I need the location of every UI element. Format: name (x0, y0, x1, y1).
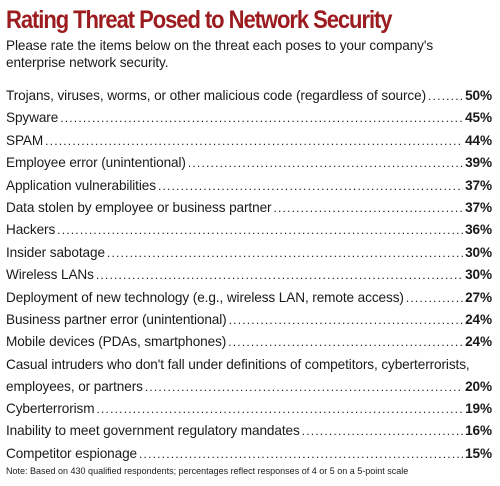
dot-leader: ........................................… (273, 200, 463, 215)
dot-leader: ........................................… (144, 379, 463, 394)
threat-row: Employee error (unintentional)..........… (6, 152, 492, 174)
threat-label: Hackers (6, 222, 56, 238)
threat-row: Casual intruders who don't fall under de… (6, 354, 492, 398)
threat-percentage: 45% (465, 110, 492, 126)
threat-row: Deployment of new technology (e.g., wire… (6, 287, 492, 309)
dot-leader: ........................................… (187, 156, 463, 171)
threat-row: Wireless LANs...........................… (6, 264, 492, 286)
threat-label: Inability to meet government regulatory … (6, 423, 300, 439)
threat-percentage: 16% (465, 423, 492, 439)
dot-leader: ........................................… (60, 111, 463, 126)
threat-row: Application vulnerabilities.............… (6, 175, 492, 197)
threat-label: employees, or partners (6, 378, 143, 394)
dot-leader: ........................................… (139, 446, 463, 461)
page-title: Rating Threat Posed to Network Security (6, 6, 393, 34)
threat-label: Business partner error (unintentional) (6, 311, 227, 327)
threat-label: Employee error (unintentional) (6, 155, 186, 171)
threat-label: Insider sabotage (6, 244, 105, 260)
dot-leader: ........................................… (228, 335, 463, 350)
threat-label: Competitor espionage (6, 445, 137, 461)
threat-label: Cyberterrorism (6, 401, 95, 417)
threat-row: Insider sabotage........................… (6, 242, 492, 264)
threat-percentage: 24% (465, 334, 492, 350)
dot-leader: ........................................… (228, 312, 463, 327)
threat-row: Data stolen by employee or business part… (6, 197, 492, 219)
threat-percentage: 15% (465, 445, 492, 461)
threat-label: Mobile devices (PDAs, smartphones) (6, 334, 227, 350)
dot-leader: ........................................… (157, 178, 463, 193)
threat-percentage: 30% (465, 244, 492, 260)
threat-label: Wireless LANs (6, 267, 94, 283)
threat-label: Data stolen by employee or business part… (6, 199, 272, 215)
threat-label: Spyware (6, 110, 59, 126)
threat-label: Deployment of new technology (e.g., wire… (6, 289, 404, 305)
threat-row: Mobile devices (PDAs, smartphones)......… (6, 331, 492, 353)
dot-leader: ........................................… (428, 89, 463, 103)
footnote: Note: Based on 430 qualified respondents… (6, 466, 409, 476)
dot-leader: ........................................… (57, 223, 463, 238)
threat-label: Application vulnerabilities (6, 177, 156, 193)
dot-leader: ........................................… (95, 268, 464, 283)
threat-label-line1: Casual intruders who don't fall under de… (6, 356, 470, 372)
threat-row: Hackers.................................… (6, 219, 492, 241)
threat-row: SPAM....................................… (6, 130, 492, 152)
dot-leader: ........................................… (301, 424, 463, 439)
intro-text: Please rate the items below on the threa… (6, 38, 434, 70)
threat-percentage: 39% (465, 155, 492, 171)
threat-row: Inability to meet government regulatory … (6, 420, 492, 442)
threat-label: Trojans, viruses, worms, or other malici… (6, 88, 426, 103)
threat-percentage: 37% (465, 177, 492, 193)
threat-percentage: 19% (465, 401, 492, 417)
threat-percentage: 37% (465, 199, 492, 215)
dot-leader: ........................................… (45, 133, 464, 148)
threat-percentage: 20% (465, 378, 492, 394)
threat-row: Trojans, viruses, worms, or other malici… (6, 85, 492, 107)
threat-row: Spyware.................................… (6, 107, 492, 129)
dot-leader: ........................................… (96, 402, 464, 417)
dot-leader: ........................................… (106, 245, 463, 260)
dot-leader: ........................................… (405, 290, 463, 305)
threat-percentage: 27% (465, 289, 492, 305)
threat-percentage: 30% (465, 267, 492, 283)
threat-row: Competitor espionage....................… (6, 443, 492, 465)
threat-percentage: 24% (465, 311, 492, 327)
threat-list: Trojans, viruses, worms, or other malici… (6, 85, 492, 465)
threat-percentage: 44% (465, 132, 492, 148)
threat-row: Business partner error (unintentional)..… (6, 309, 492, 331)
threat-label: SPAM (6, 132, 44, 148)
threat-percentage: 50% (465, 88, 492, 103)
threat-percentage: 36% (465, 222, 492, 238)
threat-row: Cyberterrorism..........................… (6, 398, 492, 420)
